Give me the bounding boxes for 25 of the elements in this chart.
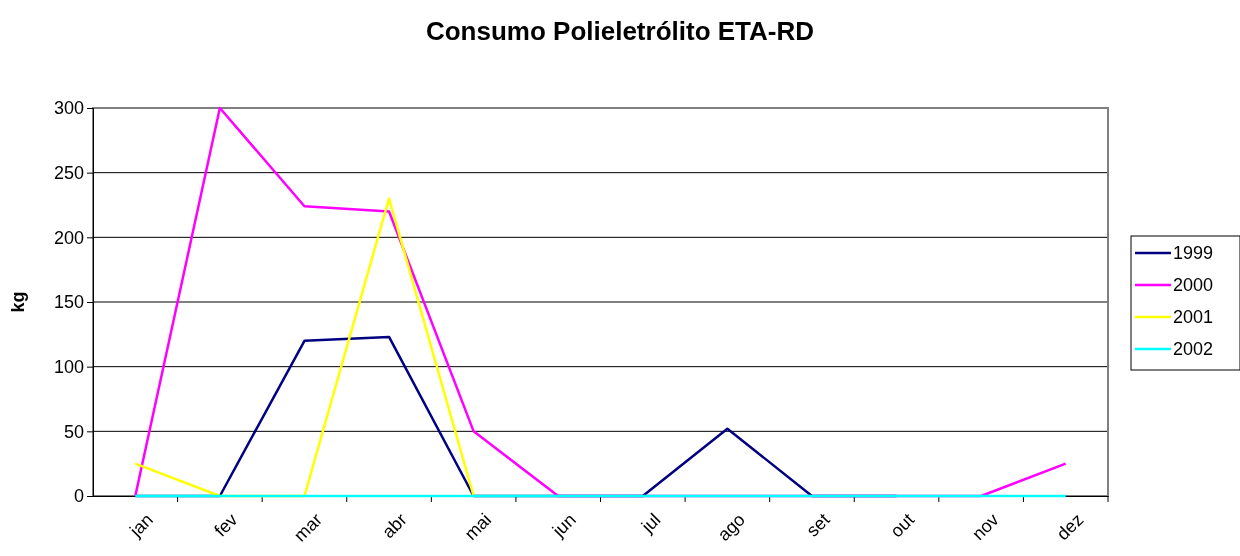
x-tick-label: dez <box>1052 509 1088 545</box>
x-tick-label: fev <box>210 509 242 541</box>
legend-label: 2002 <box>1173 339 1214 359</box>
x-tick-label: jun <box>548 509 580 542</box>
y-tick-label: 0 <box>73 486 84 507</box>
x-tick-label: nov <box>968 509 1003 545</box>
x-tick-label: jul <box>636 509 665 538</box>
y-tick-label: 150 <box>53 292 84 313</box>
y-tick-label: 100 <box>53 356 84 377</box>
x-tick-label: set <box>802 509 834 541</box>
y-axis-title: kg <box>8 291 28 313</box>
x-tick-label: out <box>886 509 919 542</box>
x-tick-label: mar <box>290 509 327 546</box>
x-tick-label: abr <box>378 509 411 543</box>
x-tick-label: mai <box>460 509 496 545</box>
chart-title: Consumo Polieletrólito ETA-RD <box>425 16 815 46</box>
x-tick-label: jan <box>125 509 157 542</box>
legend-label: 2000 <box>1173 275 1214 295</box>
y-tick-label: 50 <box>63 421 84 442</box>
y-tick-label: 200 <box>53 227 84 248</box>
x-tick-label: ago <box>713 509 750 545</box>
legend-label: 2001 <box>1173 307 1214 327</box>
legend-label: 1999 <box>1173 243 1214 263</box>
y-tick-label: 250 <box>53 162 84 183</box>
y-tick-label: 300 <box>53 98 84 119</box>
